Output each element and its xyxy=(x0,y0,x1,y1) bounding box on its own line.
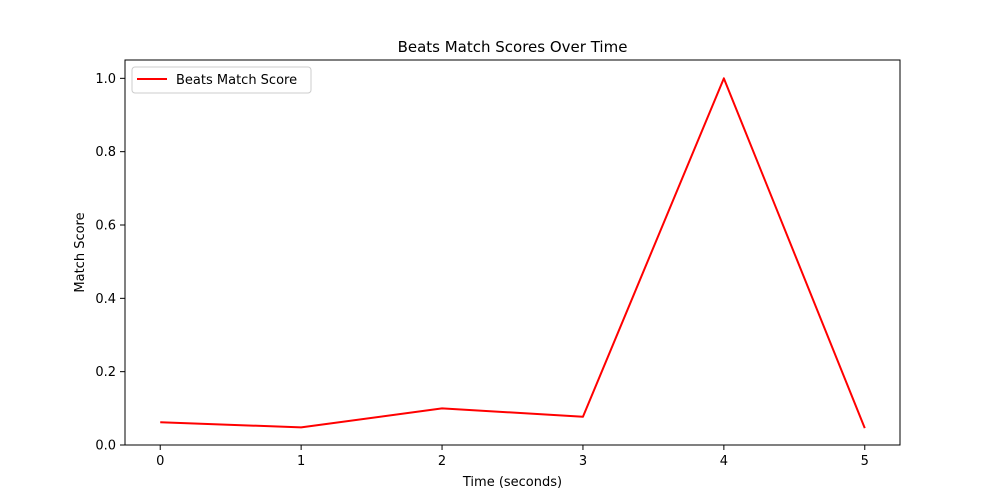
series-lines xyxy=(160,77,866,429)
x-tick-label: 5 xyxy=(861,454,869,469)
chart-title: Beats Match Scores Over Time xyxy=(398,38,628,56)
y-tick-label: 0.0 xyxy=(95,439,116,454)
series-line-beats-match-score xyxy=(160,77,866,429)
y-tick-label: 0.4 xyxy=(95,292,116,307)
legend: Beats Match Score xyxy=(131,66,312,94)
x-tick-label: 2 xyxy=(438,454,446,469)
legend-label-beats-match-score: Beats Match Score xyxy=(176,73,297,88)
y-tick-label: 0.2 xyxy=(95,365,116,380)
x-tick-label: 1 xyxy=(297,454,305,469)
y-tick-label: 0.6 xyxy=(95,219,116,234)
y-tick-label: 0.8 xyxy=(95,145,116,160)
y-tick-label: 1.0 xyxy=(95,72,116,87)
x-axis-label: Time (seconds) xyxy=(462,475,562,490)
y-axis-ticks: 0.0 0.2 0.4 0.6 0.8 1.0 xyxy=(95,72,125,454)
x-axis-ticks: 0 1 2 3 4 5 xyxy=(156,445,869,469)
legend-box xyxy=(131,66,312,94)
x-tick-label: 4 xyxy=(720,454,728,469)
x-tick-label: 0 xyxy=(156,454,164,469)
y-axis-label: Match Score xyxy=(73,212,88,292)
plot-area-frame xyxy=(124,59,901,446)
x-tick-label: 3 xyxy=(579,454,587,469)
